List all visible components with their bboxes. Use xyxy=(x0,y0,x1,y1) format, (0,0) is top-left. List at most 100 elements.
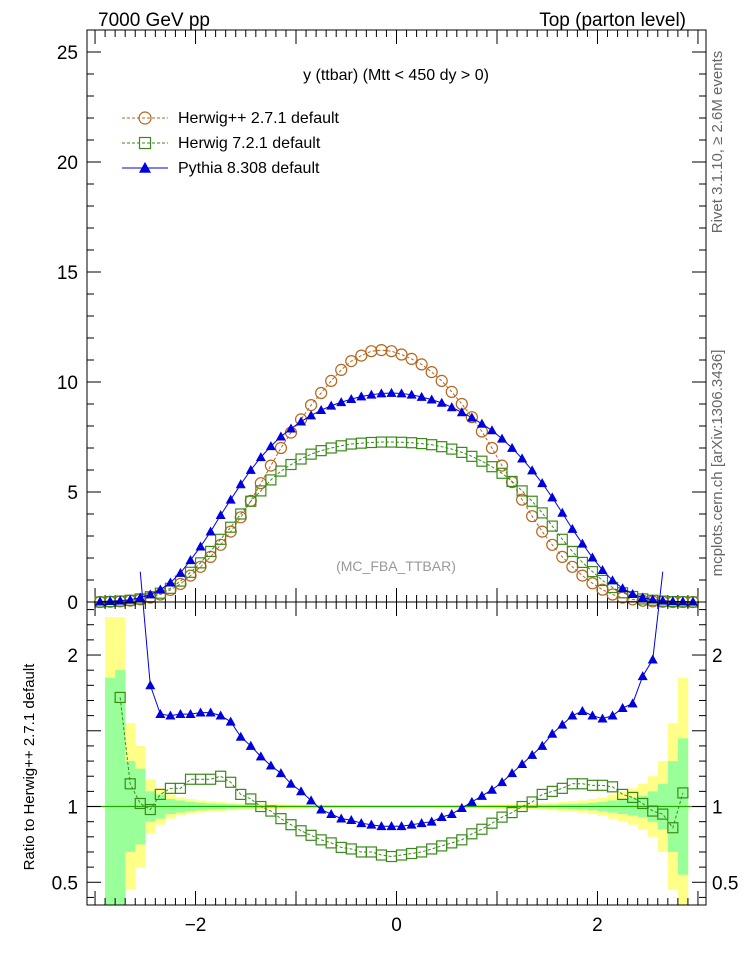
main-data-point xyxy=(556,533,568,545)
ratio-data-point xyxy=(114,691,126,704)
main-data-point xyxy=(366,389,377,399)
main-data-point xyxy=(225,494,236,504)
main-data-point xyxy=(194,557,207,569)
ratio-uncertainty-bands xyxy=(87,617,706,905)
main-data-point xyxy=(95,596,106,606)
main-data-point xyxy=(155,584,166,594)
main-data-point xyxy=(296,416,307,426)
main-data-point xyxy=(476,455,488,467)
ratio-data-point xyxy=(145,680,156,690)
main-data-point xyxy=(476,418,487,428)
ratio-data-point xyxy=(385,850,398,863)
ratio-y-tick-label-right: 1 xyxy=(712,798,723,819)
legend: Herwig++ 2.7.1 default Herwig 7.2.1 defau… xyxy=(122,110,340,177)
ratio-data-point xyxy=(225,776,237,788)
main-data-point xyxy=(325,442,337,454)
legend-label: Herwig 7.2.1 default xyxy=(178,135,321,152)
ratio-data-point xyxy=(426,843,438,855)
main-data-point xyxy=(497,433,508,443)
ratio-data-point xyxy=(476,823,488,835)
ratio-data-point xyxy=(134,797,146,810)
main-data-point xyxy=(537,478,548,488)
main-data-point xyxy=(536,525,549,538)
main-data-point xyxy=(486,461,498,473)
legend-marker xyxy=(138,161,152,173)
ratio-data-point xyxy=(175,708,186,719)
ratio-data-point xyxy=(165,710,176,720)
ratio-data-point xyxy=(486,784,497,794)
chart-title: y (ttbar) (Mtt < 450 dy > 0) xyxy=(303,67,489,84)
ratio-data-point xyxy=(326,808,337,819)
main-data-point xyxy=(596,574,609,587)
main-data-point xyxy=(184,566,197,578)
main-data-point xyxy=(346,394,357,404)
ratio-data-point xyxy=(265,760,276,770)
main-data-point xyxy=(617,583,628,593)
legend-marker xyxy=(138,111,152,125)
main-panel: y (ttbar) (Mtt < 450 dy > 0) (MC_FBA_TTB… xyxy=(57,29,707,614)
main-data-point xyxy=(275,431,286,441)
main-data-point xyxy=(255,452,266,462)
main-y-tick-label: 20 xyxy=(57,153,78,174)
main-data-point xyxy=(425,366,438,379)
ratio-data-point xyxy=(356,818,367,828)
ratio-data-point xyxy=(346,815,357,825)
main-data-point xyxy=(375,344,388,357)
main-data-point xyxy=(125,594,136,604)
main-data-point xyxy=(215,509,226,520)
main-data-point xyxy=(506,475,518,488)
ratio-inner-band xyxy=(105,677,116,905)
ratio-y-tick-label: 0.5 xyxy=(52,873,78,894)
ratio-data-point xyxy=(537,740,548,750)
main-data-point xyxy=(264,459,277,472)
ratio-inner-band xyxy=(115,670,126,905)
ratio-data-point xyxy=(245,740,256,750)
main-data-point xyxy=(637,592,648,602)
main-data-point xyxy=(435,374,448,387)
main-data-point xyxy=(235,508,247,520)
ratio-data-point xyxy=(174,782,187,794)
main-data-point xyxy=(406,389,417,399)
rivet-label: Rivet 3.1.10, ≥ 2.6M events xyxy=(709,51,726,234)
main-series-layer xyxy=(93,344,700,609)
main-data-point xyxy=(607,575,618,585)
ratio-data-point xyxy=(627,791,639,804)
main-data-point xyxy=(325,374,338,387)
main-data-point xyxy=(516,485,528,497)
ratio-data-point xyxy=(517,758,528,769)
ratio-data-point xyxy=(456,802,467,812)
main-data-point xyxy=(526,495,538,507)
ratio-data-point xyxy=(546,785,558,797)
main-data-point xyxy=(245,495,257,507)
ratio-data-point xyxy=(235,731,246,741)
ratio-y-tick-label-right: 2 xyxy=(712,646,723,667)
ratio-data-point xyxy=(215,770,227,782)
main-data-point xyxy=(386,387,397,397)
main-data-point xyxy=(627,588,638,598)
main-data-point xyxy=(436,397,447,407)
main-data-point xyxy=(587,552,598,562)
ratio-data-point xyxy=(154,788,166,801)
ratio-data-point xyxy=(606,781,619,793)
main-data-point xyxy=(667,596,678,606)
ratio-series-layer xyxy=(114,571,689,863)
main-data-point xyxy=(316,405,327,415)
ratio-data-point xyxy=(547,728,558,738)
source-label: mcplots.cern.ch [arXiv:1306.3436] xyxy=(709,350,726,577)
ratio-data-point xyxy=(285,778,296,788)
ratio-data-point xyxy=(285,819,297,831)
ratio-data-point xyxy=(607,710,618,720)
header-left: 7000 GeV pp xyxy=(98,10,210,31)
ratio-data-point xyxy=(265,805,277,817)
ratio-data-point xyxy=(225,716,236,726)
ratio-data-point xyxy=(405,847,418,860)
main-data-point xyxy=(456,407,467,417)
main-data-point xyxy=(576,569,589,582)
ratio-data-point xyxy=(677,787,689,799)
ratio-data-point xyxy=(486,817,498,829)
main-data-point xyxy=(567,523,578,533)
main-data-point xyxy=(376,388,387,398)
header-right: Top (parton level) xyxy=(539,10,686,31)
main-data-point xyxy=(255,485,267,497)
